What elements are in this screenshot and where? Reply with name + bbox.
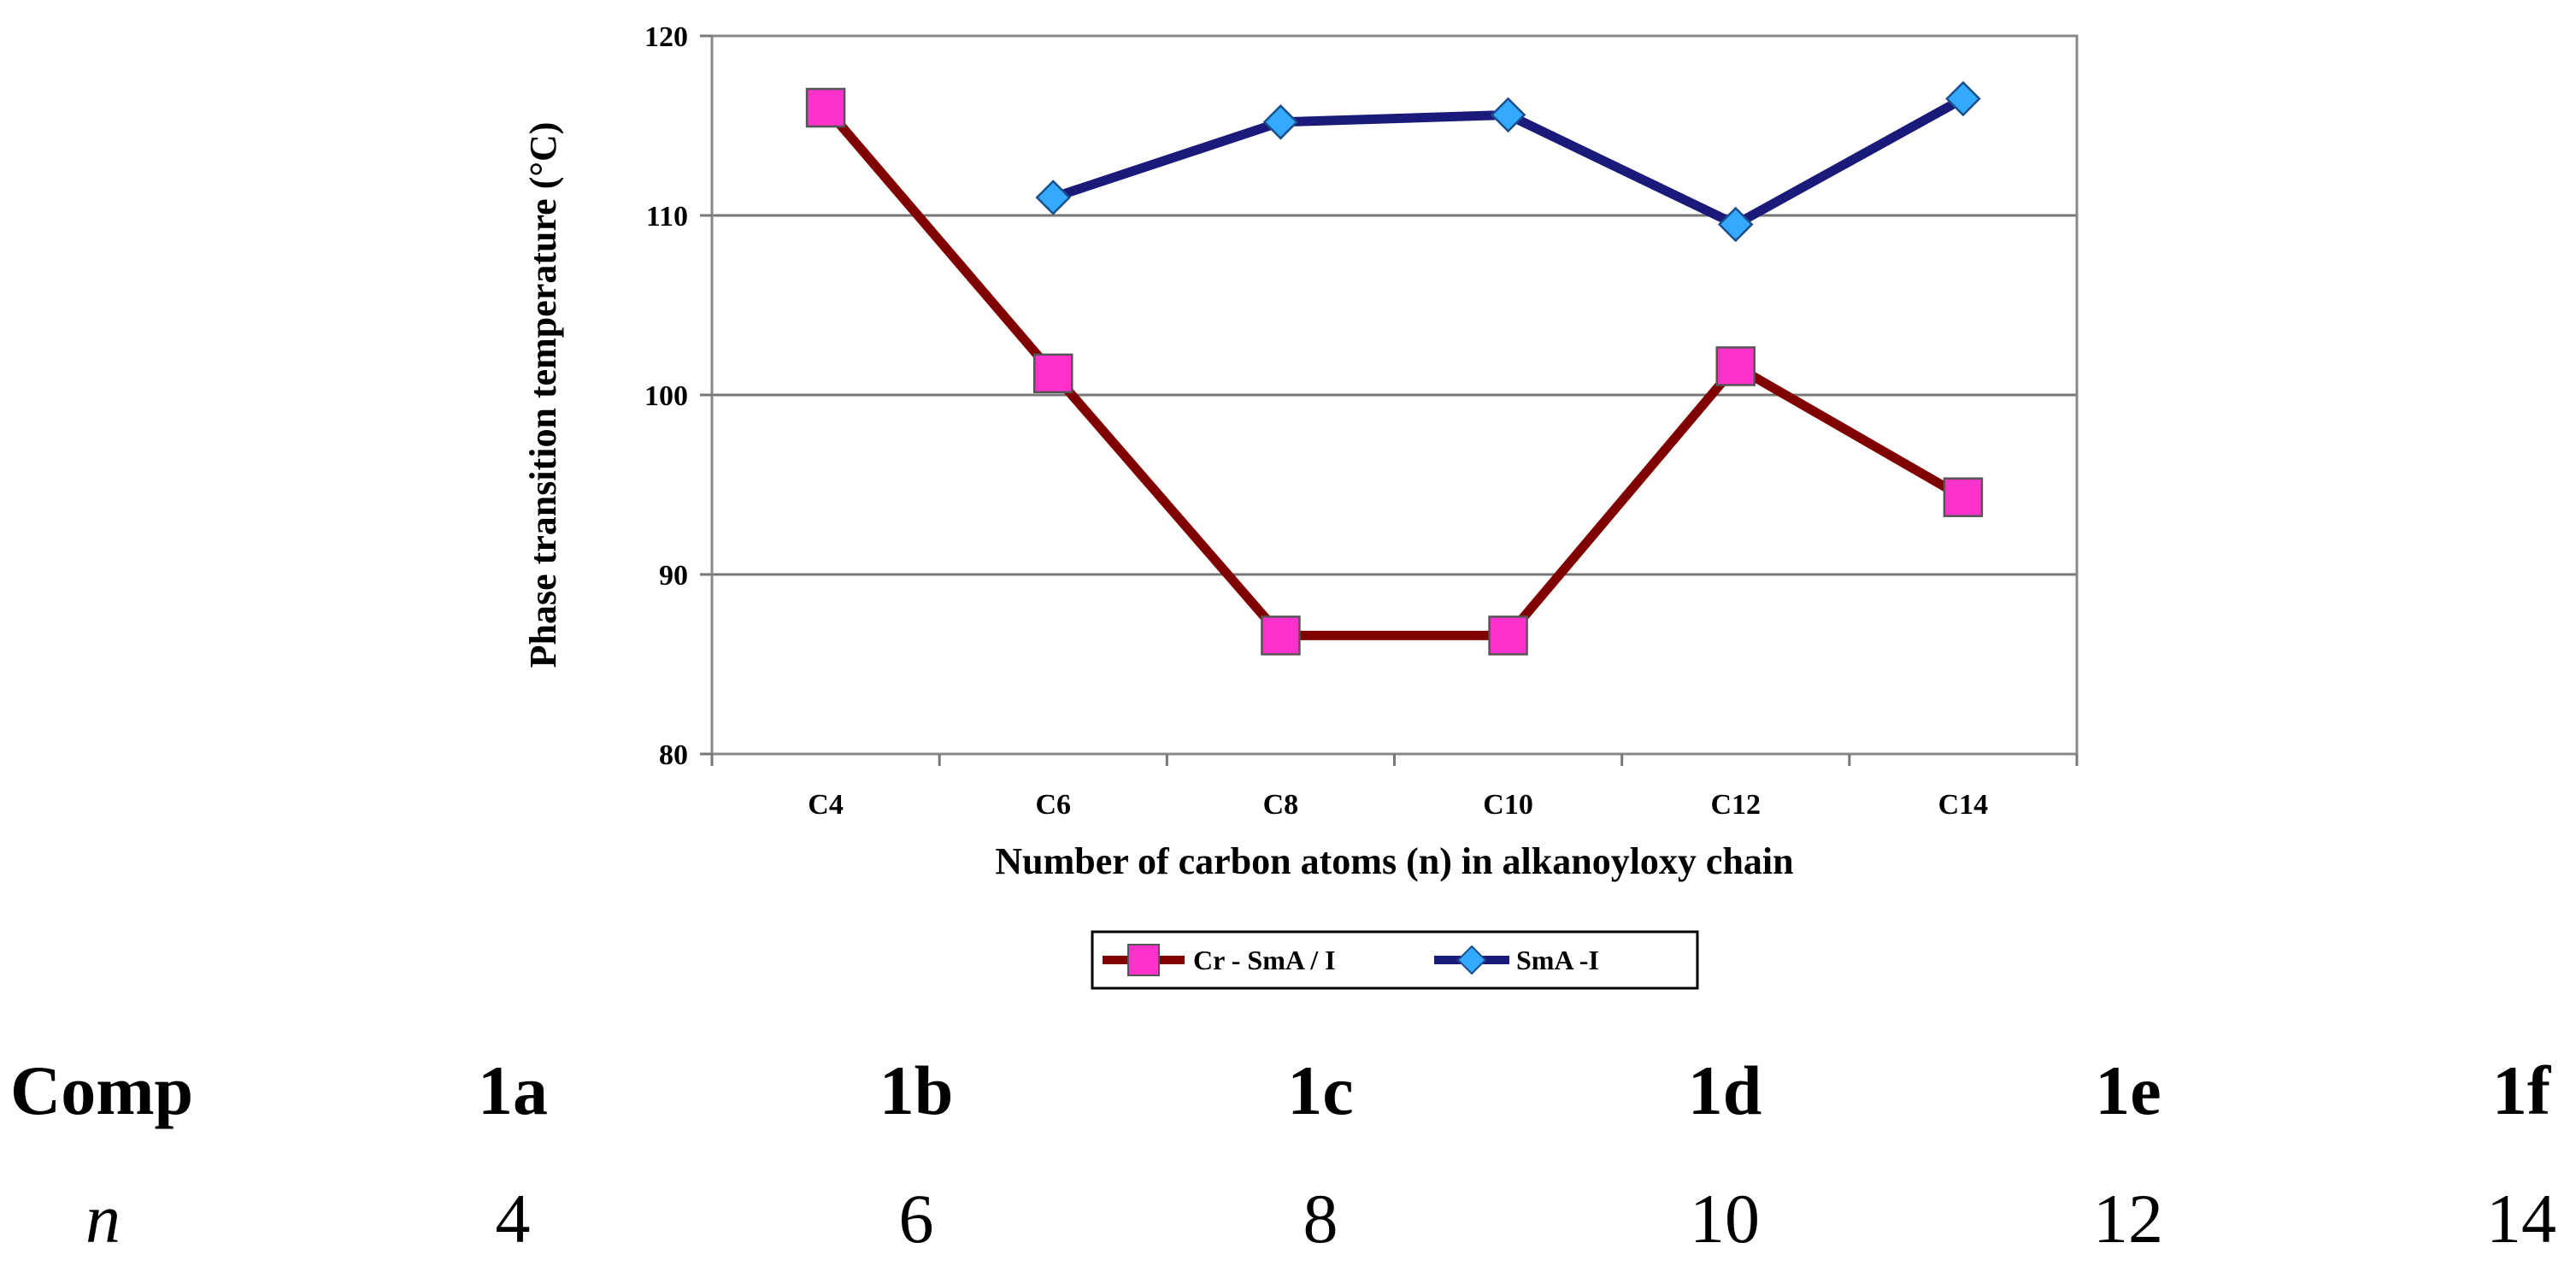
n-value: 8 xyxy=(1303,1180,1338,1257)
n-value: 14 xyxy=(2486,1180,2556,1257)
n-value: 4 xyxy=(495,1180,531,1257)
x-tick-label: C6 xyxy=(1035,789,1071,821)
compound-label: 1a xyxy=(478,1051,548,1129)
n-row: n 4 6 8 10 12 14 xyxy=(0,1150,2576,1278)
x-tick-label: C10 xyxy=(1483,789,1533,821)
y-axis-title: Phase transition temperature (°C) xyxy=(522,122,564,668)
legend-box xyxy=(1091,930,1699,990)
data-point xyxy=(1035,180,1072,215)
x-tick-label: C12 xyxy=(1710,789,1761,821)
legend-marker-cr-sma xyxy=(1127,944,1160,976)
data-point xyxy=(1033,353,1073,394)
series-layer xyxy=(805,80,1984,656)
x-tick-label: C14 xyxy=(1938,789,1989,821)
data-point xyxy=(1261,615,1301,656)
compound-row: Comp 1a 1b 1c 1d 1e 1f xyxy=(0,1022,2576,1150)
compound-label: 1e xyxy=(2095,1051,2161,1129)
legend-label-sma-i: SmA -I xyxy=(1516,945,1599,975)
compound-label: 1c xyxy=(1287,1051,1354,1129)
legend-label-cr-sma: Cr - SmA / I xyxy=(1193,945,1336,975)
comp-header: Comp xyxy=(10,1051,194,1129)
compound-label: 1f xyxy=(2491,1051,2551,1129)
y-tick-label: 100 xyxy=(644,380,688,412)
data-point xyxy=(1945,80,1981,117)
y-tick-label: 110 xyxy=(646,201,688,233)
data-point xyxy=(1488,615,1528,656)
n-value: 6 xyxy=(898,1180,934,1257)
y-tick-label: 120 xyxy=(644,21,688,53)
data-point xyxy=(1262,104,1299,140)
n-value: 12 xyxy=(2093,1180,2163,1257)
data-point xyxy=(1490,97,1526,133)
n-header: n xyxy=(85,1180,121,1257)
data-point xyxy=(1943,477,1984,517)
compound-label: 1b xyxy=(879,1051,954,1129)
compound-label: 1d xyxy=(1687,1051,1762,1129)
data-point xyxy=(1715,346,1756,386)
x-tick-label: C4 xyxy=(808,789,844,821)
x-axis-ticks: C4 C6 C8 C10 C12 C14 xyxy=(710,754,2079,821)
y-tick-label: 90 xyxy=(659,560,688,592)
data-point xyxy=(1717,206,1754,243)
compound-table: Comp 1a 1b 1c 1d 1e 1f n 4 6 8 10 12 14 xyxy=(0,1022,2576,1278)
y-tick-label: 80 xyxy=(659,739,688,771)
x-axis-title: Number of carbon atoms (n) in alkanoylox… xyxy=(995,840,1793,882)
phase-transition-chart: 80 90 100 110 120 C4 C6 C8 C10 C12 C14 Phase tran… xyxy=(522,21,2079,990)
series-sma-i xyxy=(1035,80,1981,243)
series-cr-sma xyxy=(805,87,1984,656)
data-point xyxy=(805,87,846,128)
y-axis-ticks: 80 90 100 110 120 xyxy=(644,21,712,771)
series-line xyxy=(821,104,1966,640)
legend-marker-sma-i xyxy=(1456,945,1487,975)
legend: Cr - SmA / I SmA -I xyxy=(1091,930,1699,990)
n-value: 10 xyxy=(1690,1180,1760,1257)
x-tick-label: C8 xyxy=(1263,789,1299,821)
grid-lines xyxy=(712,34,2077,756)
